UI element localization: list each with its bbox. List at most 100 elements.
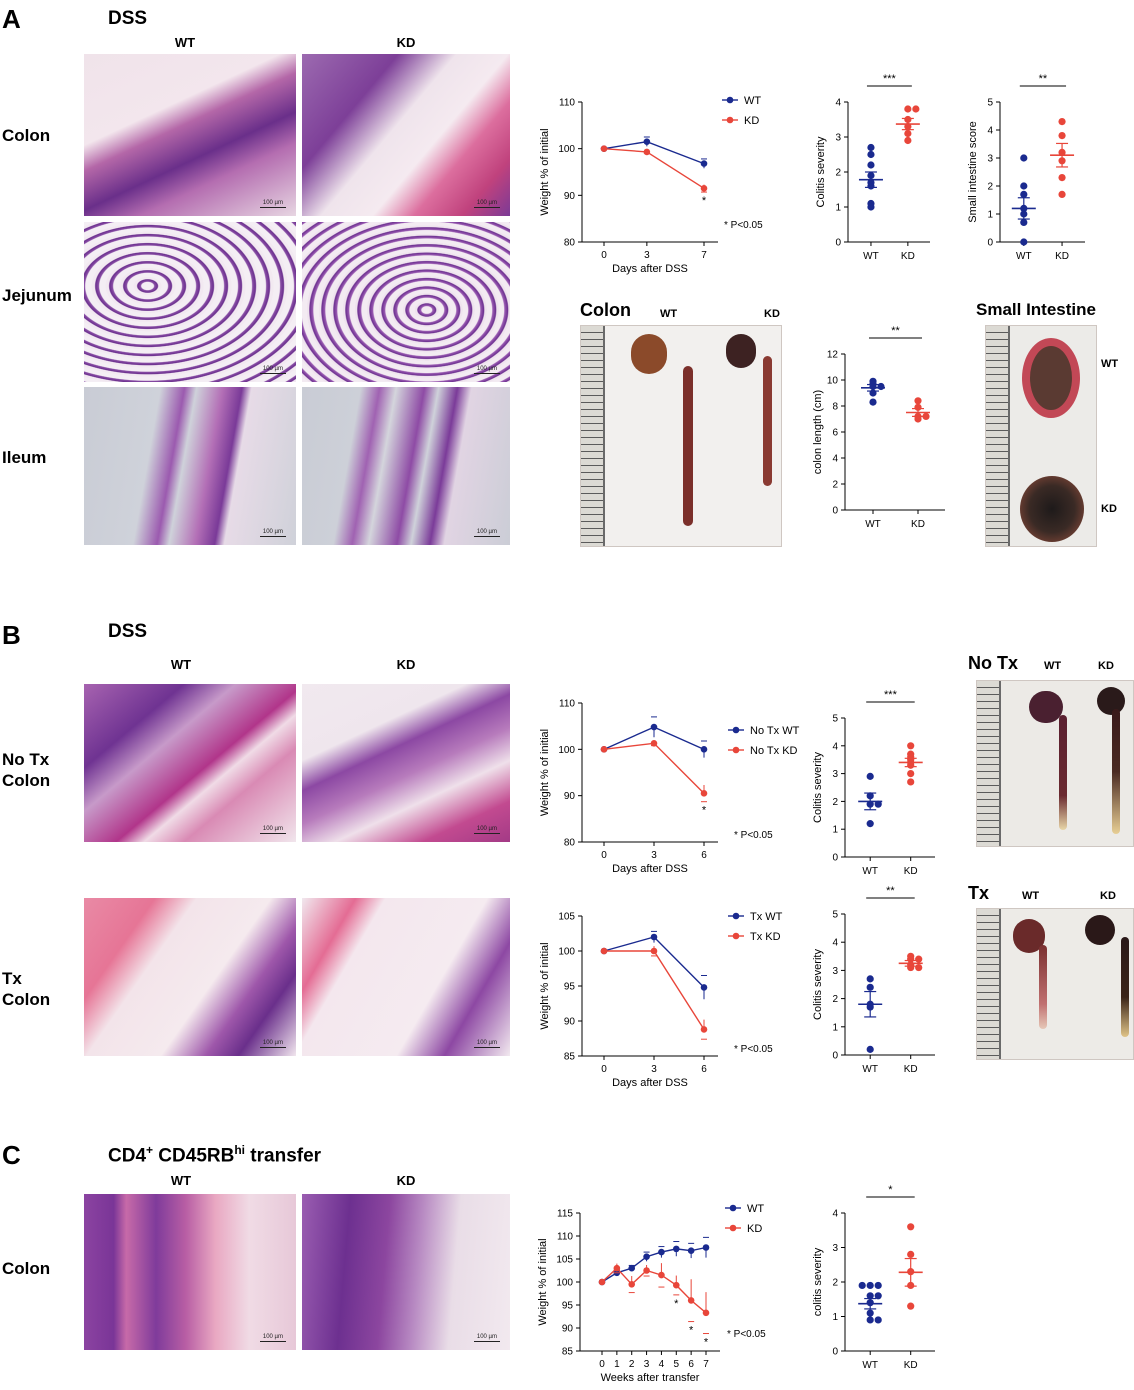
data-point xyxy=(700,185,708,192)
photo-b-tx xyxy=(976,908,1134,1060)
data-point xyxy=(867,150,875,159)
data-point xyxy=(867,143,875,152)
data-point xyxy=(907,742,915,750)
x-tick-label: KD xyxy=(901,251,915,262)
data-point xyxy=(874,1292,882,1300)
tissue-colon-wt-strand xyxy=(683,366,693,526)
x-tick-label: KD xyxy=(904,866,918,877)
y-axis-title: colitis severity xyxy=(812,1247,824,1316)
tissue-si-kd xyxy=(1020,476,1084,542)
tissue-colon-wt xyxy=(631,334,667,374)
data-point xyxy=(907,1223,915,1231)
data-point xyxy=(700,790,708,797)
panel-b-letter: B xyxy=(2,620,21,650)
series-line xyxy=(603,936,705,988)
y-tick-label: 3 xyxy=(832,966,838,977)
x-tick-label: 4 xyxy=(659,1359,665,1370)
y-axis-title: Weight % of initial xyxy=(539,128,551,215)
data-point xyxy=(874,800,882,808)
data-point xyxy=(1058,190,1066,198)
data-point xyxy=(874,1281,882,1290)
y-tick-label: 12 xyxy=(827,350,839,361)
data-point xyxy=(866,1316,874,1324)
y-tick-label: 2 xyxy=(987,182,993,193)
data-point xyxy=(912,105,920,113)
y-tick-label: 2 xyxy=(835,168,841,179)
panel-a-title: DSS xyxy=(108,8,148,29)
y-tick-label: 2 xyxy=(832,480,838,491)
y-tick-label: 10 xyxy=(827,376,839,387)
title-sup: + xyxy=(146,1143,154,1157)
data-point xyxy=(600,746,608,753)
p-value-note: * P<0.05 xyxy=(734,1044,773,1055)
x-tick-label: 0 xyxy=(599,1359,605,1370)
y-tick-label: 90 xyxy=(562,1324,574,1335)
panel-b-col-wt: WT xyxy=(170,657,192,672)
micrograph-a-jejunum-kd: 100 µm xyxy=(302,222,510,382)
x-axis-title: Days after DSS xyxy=(612,1077,688,1089)
y-tick-label: 4 xyxy=(832,938,838,949)
legend-label: No Tx KD xyxy=(750,745,798,757)
tissue-notx-wt xyxy=(1029,691,1063,723)
y-tick-label: 90 xyxy=(564,1017,576,1028)
series-line xyxy=(604,950,705,1030)
data-point xyxy=(650,947,658,955)
data-point xyxy=(1020,182,1028,190)
legend-marker xyxy=(726,96,734,104)
data-point xyxy=(1020,218,1028,226)
micrograph-c-wt: 100 µm xyxy=(84,1194,296,1350)
data-point xyxy=(907,770,915,778)
data-point xyxy=(904,105,912,113)
data-point xyxy=(613,1264,621,1272)
photo-b-notx-wt-label: WT xyxy=(1044,660,1062,672)
x-tick-label: 0 xyxy=(601,850,607,861)
photo-a-si-kd-label: KD xyxy=(1101,503,1117,515)
data-point xyxy=(867,203,875,211)
data-point xyxy=(702,1244,710,1251)
y-tick-label: 1 xyxy=(987,210,993,221)
data-point xyxy=(866,772,874,780)
ruler xyxy=(977,681,1001,846)
y-axis-title: Colitis severity xyxy=(815,136,827,207)
tissue-notx-kd xyxy=(1097,687,1125,715)
tissue-notx-wt-strand xyxy=(1059,715,1067,830)
x-tick-label: WT xyxy=(862,1360,878,1371)
y-tick-label: 85 xyxy=(564,1052,576,1063)
legend-label: No Tx WT xyxy=(750,725,800,737)
legend-marker xyxy=(726,116,734,124)
y-tick-label: 4 xyxy=(835,98,841,109)
y-tick-label: 1 xyxy=(832,1312,838,1323)
y-axis-title: Weight % of initial xyxy=(539,729,551,816)
row-label-line: Colon xyxy=(2,990,51,1009)
ruler xyxy=(581,326,605,546)
data-point xyxy=(1058,132,1066,140)
legend-marker xyxy=(732,726,740,734)
data-point xyxy=(643,138,651,145)
x-tick-label: 0 xyxy=(601,1064,607,1075)
series-line xyxy=(603,742,705,794)
row-label-line: Colon xyxy=(2,771,51,790)
y-axis-title: Weight % of initial xyxy=(539,942,551,1029)
data-point xyxy=(650,723,658,731)
series-line xyxy=(601,1267,707,1314)
y-tick-label: 0 xyxy=(987,238,993,249)
x-tick-label: 7 xyxy=(701,250,707,261)
data-point xyxy=(1020,154,1028,162)
panel-c-row-colon: Colon xyxy=(2,1259,51,1278)
x-tick-label: 6 xyxy=(701,850,707,861)
panel-a-col-wt: WT xyxy=(174,35,196,50)
data-point xyxy=(915,955,923,963)
photo-a-colon-kd-label: KD xyxy=(764,308,780,320)
y-tick-label: 95 xyxy=(562,1301,574,1312)
data-point xyxy=(904,129,912,138)
x-tick-label: WT xyxy=(1016,251,1032,262)
data-point xyxy=(643,148,651,156)
data-point xyxy=(650,740,658,747)
tissue-tx-kd-strand xyxy=(1121,937,1129,1037)
photo-a-colon xyxy=(580,325,782,547)
data-point xyxy=(700,160,708,167)
y-axis-title: Small intestine score xyxy=(967,121,979,223)
photo-b-notx-kd-label: KD xyxy=(1098,660,1114,672)
x-tick-label: KD xyxy=(911,519,925,530)
x-tick-label: WT xyxy=(862,866,878,877)
